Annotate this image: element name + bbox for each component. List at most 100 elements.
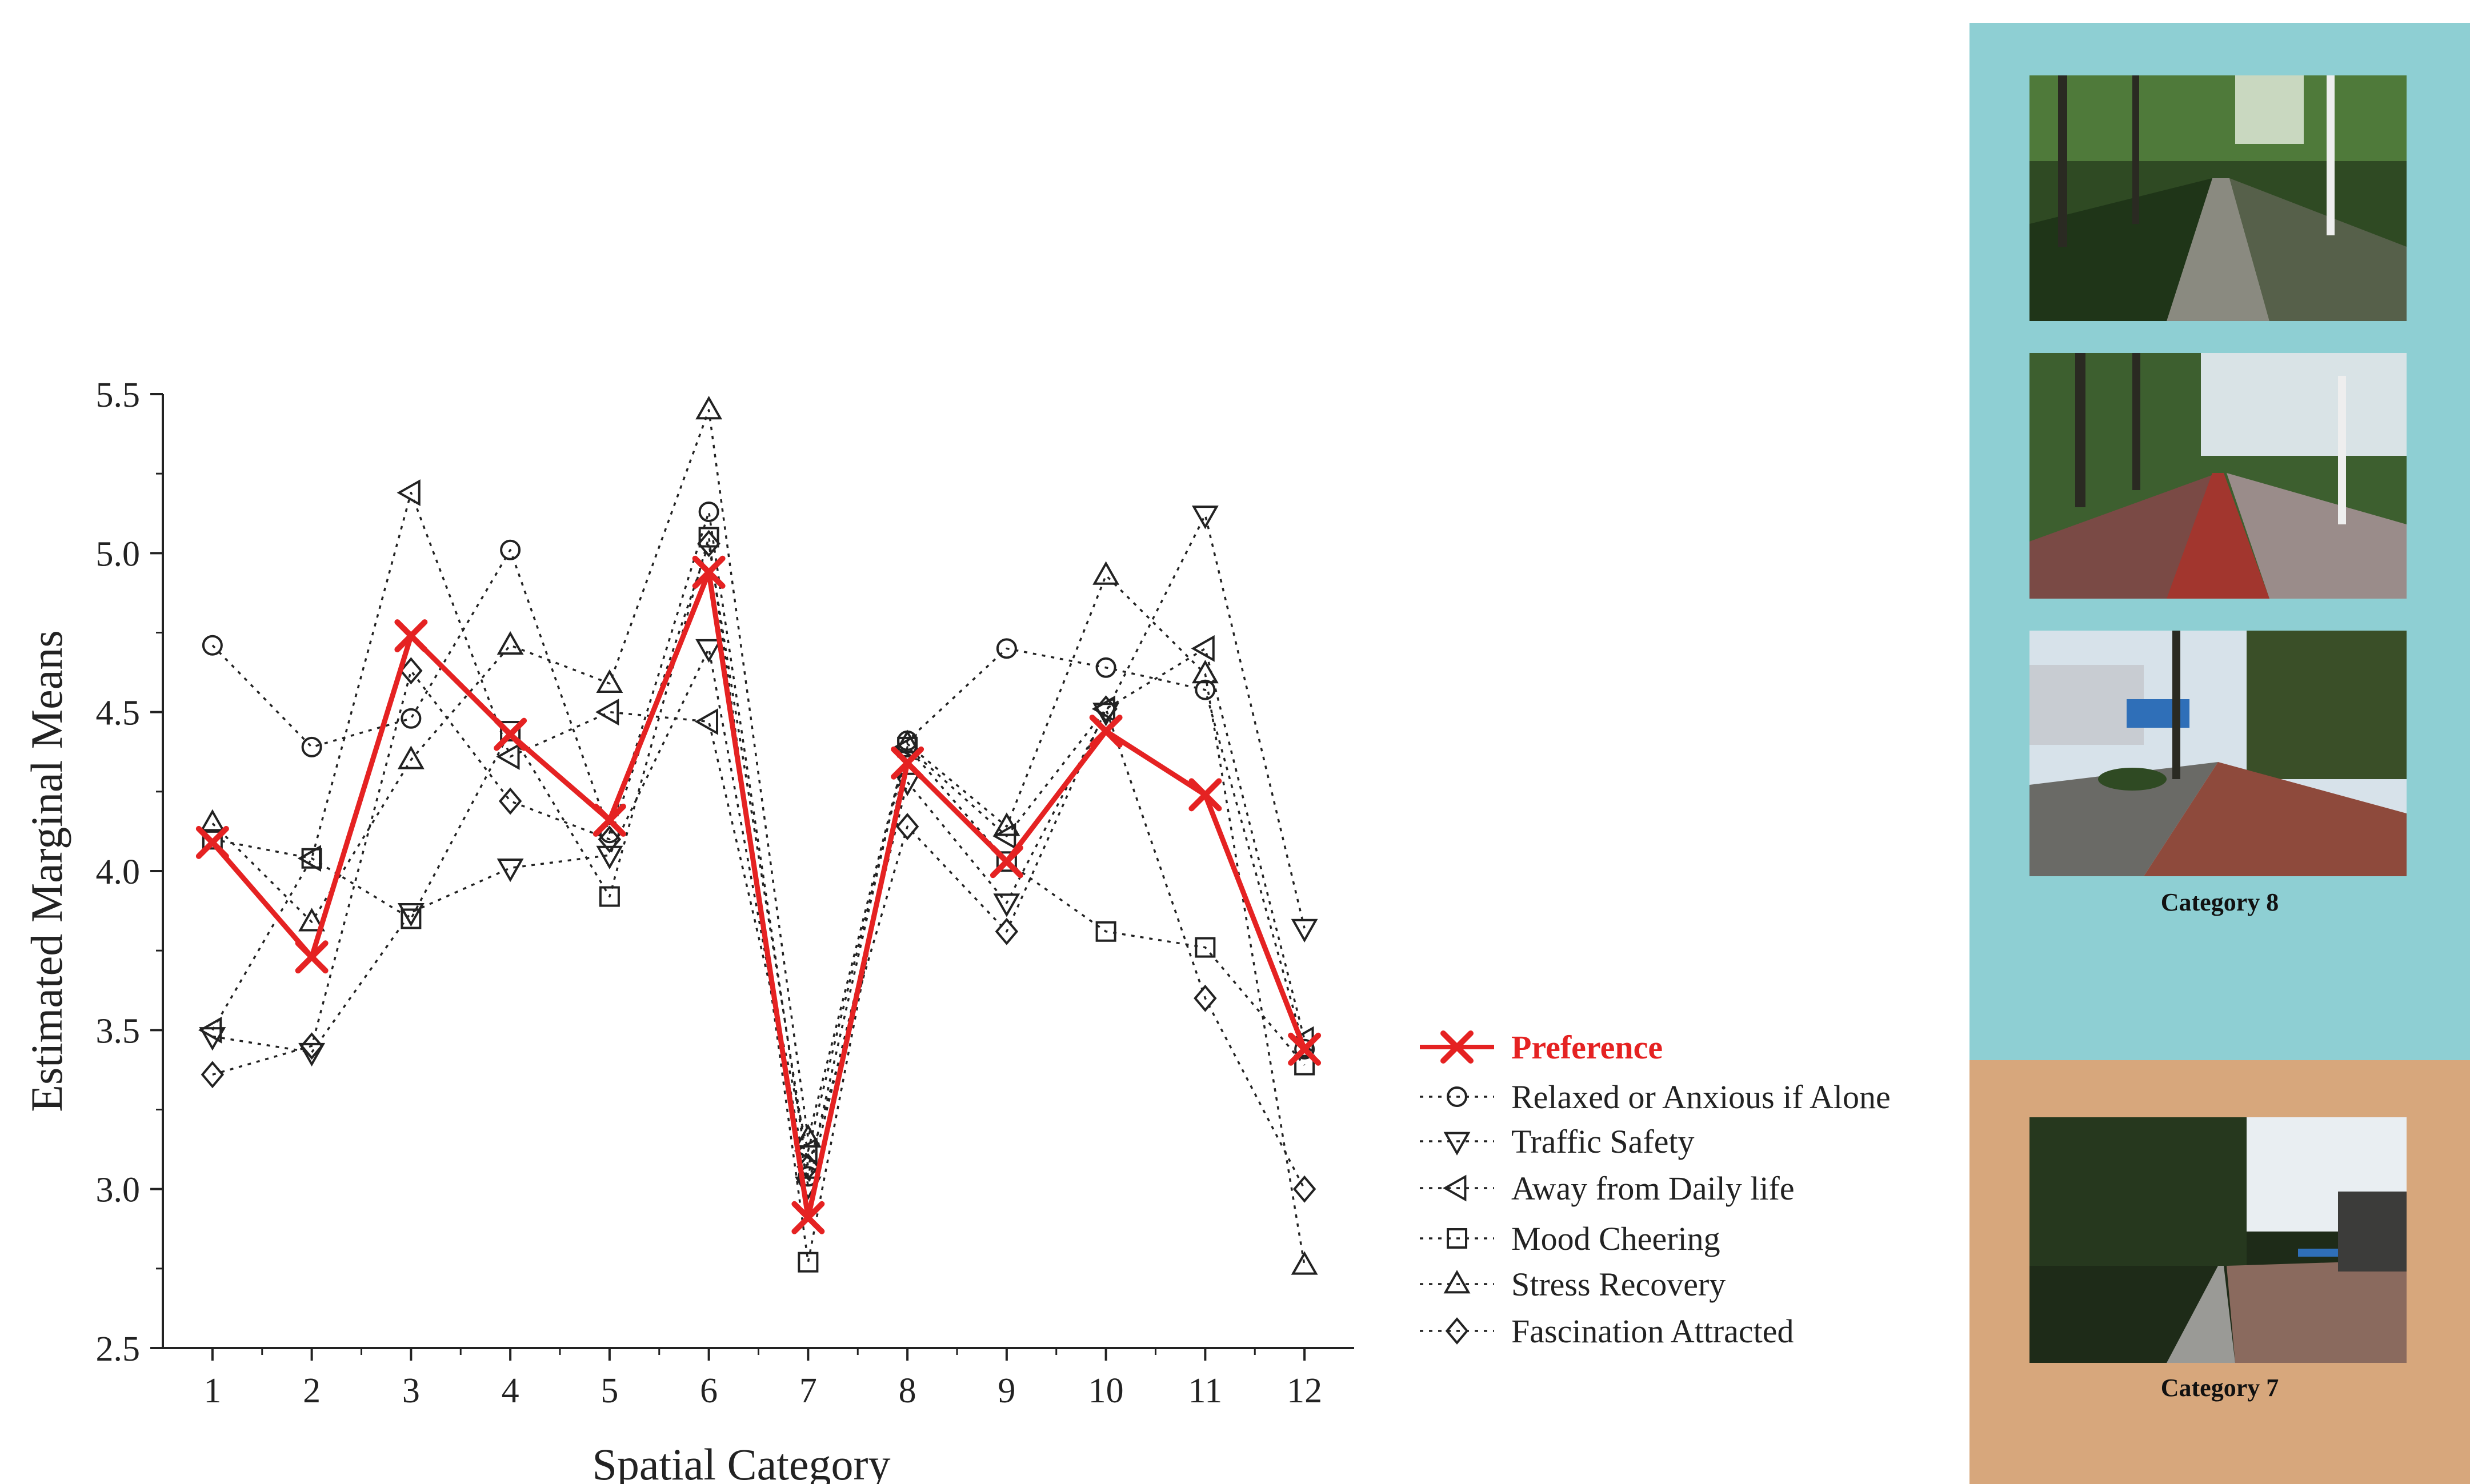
data-point	[595, 699, 619, 726]
y-tick-label: 5.0	[96, 535, 141, 573]
x-tick-label: 6	[700, 1371, 718, 1410]
legend: Preference Relaxed or Anxious if Alone Tra…	[1420, 1029, 1891, 1350]
category-7-panel: Category 7	[1969, 1060, 2470, 1484]
x-tick-label: 4	[502, 1371, 519, 1410]
data-point	[198, 1016, 222, 1044]
data-point	[195, 825, 229, 859]
legend-item-relaxed-or-anxious-if-alone: Relaxed or Anxious if Alone	[1420, 1078, 1891, 1116]
data-point	[1288, 1032, 1322, 1066]
data-point	[990, 845, 1023, 879]
data-point	[202, 635, 223, 656]
data-point	[201, 1061, 225, 1089]
data-point	[397, 479, 421, 507]
data-point	[298, 908, 326, 932]
series-line	[210, 569, 1307, 1221]
data-point	[199, 809, 226, 833]
data-point	[695, 639, 723, 663]
data-point	[698, 501, 719, 522]
legend-label: Stress Recovery	[1511, 1266, 1726, 1303]
data-point	[599, 886, 620, 907]
data-point	[494, 717, 527, 751]
axes: 2.53.03.54.04.55.05.51 2 3 4 5 6 7 8 9 10 11 12Spat…	[22, 376, 1354, 1484]
y-axis-title: Estimated Marginal Means	[22, 630, 71, 1112]
legend-label: Relaxed or Anxious if Alone	[1511, 1078, 1891, 1116]
series-line	[212, 542, 1306, 1190]
data-point	[598, 825, 622, 853]
data-point	[791, 1201, 825, 1234]
legend-item-mood-cheering: Mood Cheering	[1420, 1220, 1720, 1257]
x-tick-label: 10	[1088, 1371, 1124, 1410]
y-tick-label: 3.0	[96, 1171, 141, 1210]
data-point	[401, 708, 422, 729]
x-tick-label: 7	[799, 1371, 817, 1410]
data-point	[497, 859, 524, 883]
data-point	[1294, 1054, 1315, 1076]
data-point	[1191, 660, 1219, 684]
data-point	[1291, 1251, 1318, 1275]
data-point	[1094, 695, 1118, 723]
data-point	[1194, 984, 1217, 1012]
data-point	[300, 1032, 323, 1060]
data-point	[1292, 1175, 1316, 1203]
data-point	[399, 657, 423, 685]
data-point	[394, 619, 428, 653]
data-point	[996, 638, 1017, 659]
series-line	[211, 491, 1306, 1152]
category-8-panel: Category 8	[1969, 23, 2470, 1060]
y-tick-label: 4.5	[96, 694, 141, 733]
category-photo-panel: Category 8 Category 7	[1969, 23, 2470, 1484]
legend-marker	[1443, 1270, 1471, 1294]
data-point	[993, 893, 1020, 917]
legend-label: Fascination Attracted	[1511, 1313, 1794, 1350]
data-point	[1191, 506, 1219, 530]
legend-item-traffic-safety: Traffic Safety	[1420, 1123, 1695, 1160]
data-point	[995, 917, 1019, 945]
data-point	[497, 631, 524, 655]
data-point	[697, 530, 720, 557]
legend-item-away-from-daily-life: Away from Daily life	[1420, 1170, 1795, 1207]
data-point	[1188, 778, 1222, 812]
data-point	[500, 539, 521, 560]
series-mood-cheering	[202, 527, 1315, 1273]
data-point	[1195, 937, 1216, 958]
series-fascination-attracted	[201, 530, 1316, 1203]
data-point	[798, 1252, 819, 1273]
x-tick-label: 11	[1188, 1371, 1223, 1410]
data-point	[301, 848, 322, 869]
series-preference	[195, 555, 1322, 1234]
data-point	[500, 721, 521, 742]
series-line	[211, 511, 1306, 1178]
data-point	[202, 829, 223, 850]
series-line	[212, 536, 1306, 1264]
x-tick-label: 9	[998, 1371, 1015, 1410]
data-point	[1291, 919, 1318, 943]
data-point	[301, 736, 322, 757]
legend-marker	[1447, 1086, 1467, 1107]
data-point	[895, 813, 919, 840]
legend-marker	[1443, 1174, 1467, 1202]
legend-marker	[1447, 1228, 1467, 1249]
data-point	[692, 555, 726, 589]
legend-label: Mood Cheering	[1511, 1220, 1720, 1257]
line-chart: 2.53.03.54.04.55.05.51 2 3 4 5 6 7 8 9 10 11 12Spat…	[22, 376, 1891, 1484]
data-point	[694, 708, 719, 735]
legend-item-stress-recovery: Stress Recovery	[1420, 1266, 1726, 1303]
x-tick-label: 8	[899, 1371, 916, 1410]
data-point	[1095, 921, 1116, 942]
y-tick-label: 4.0	[96, 853, 141, 892]
data-point	[993, 812, 1020, 836]
data-point	[695, 395, 723, 420]
data-point	[397, 745, 425, 769]
category-7-photo	[2029, 1117, 2407, 1363]
category-8-photo-2	[2029, 353, 2407, 599]
legend-label: Traffic Safety	[1511, 1123, 1695, 1160]
x-tick-label: 12	[1287, 1371, 1322, 1410]
x-tick-label: 2	[303, 1371, 321, 1410]
x-tick-label: 3	[402, 1371, 420, 1410]
legend-item-fascination-attracted: Fascination Attracted	[1420, 1313, 1794, 1350]
category-8-photo-1	[2029, 75, 2407, 321]
series-line	[211, 409, 1306, 1266]
data-point	[992, 823, 1016, 850]
legend-item-preference: Preference	[1420, 1029, 1663, 1066]
x-axis-title: Spatial Category	[592, 1439, 890, 1484]
